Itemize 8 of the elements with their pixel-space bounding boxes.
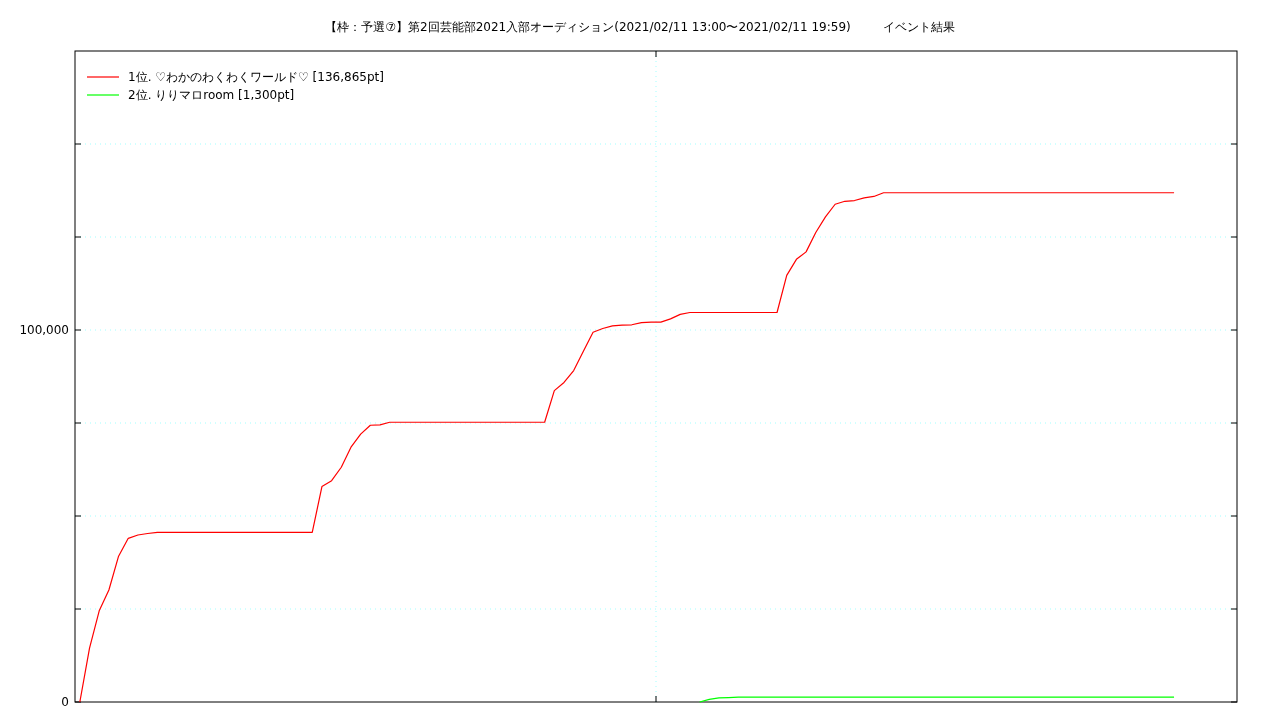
chart-subtitle: イベント結果 (882, 20, 955, 34)
legend-item: 2位. りりマロroom [1,300pt] (86, 88, 295, 102)
legend-label: 2位. りりマロroom [1,300pt] (128, 88, 295, 102)
legend-item: 1位. ♡わかのわくわくワールド♡ [136,865pt] (86, 70, 384, 84)
y-tick-label: 100,000 (19, 323, 69, 337)
chart-title: 【枠：予選⑦】第2回芸能部2021入部オーディション(2021/02/11 13:00〜2021/02/11 19:59) (325, 20, 851, 34)
line-series (79, 192, 1175, 703)
y-tick-label: 0 (61, 695, 69, 709)
